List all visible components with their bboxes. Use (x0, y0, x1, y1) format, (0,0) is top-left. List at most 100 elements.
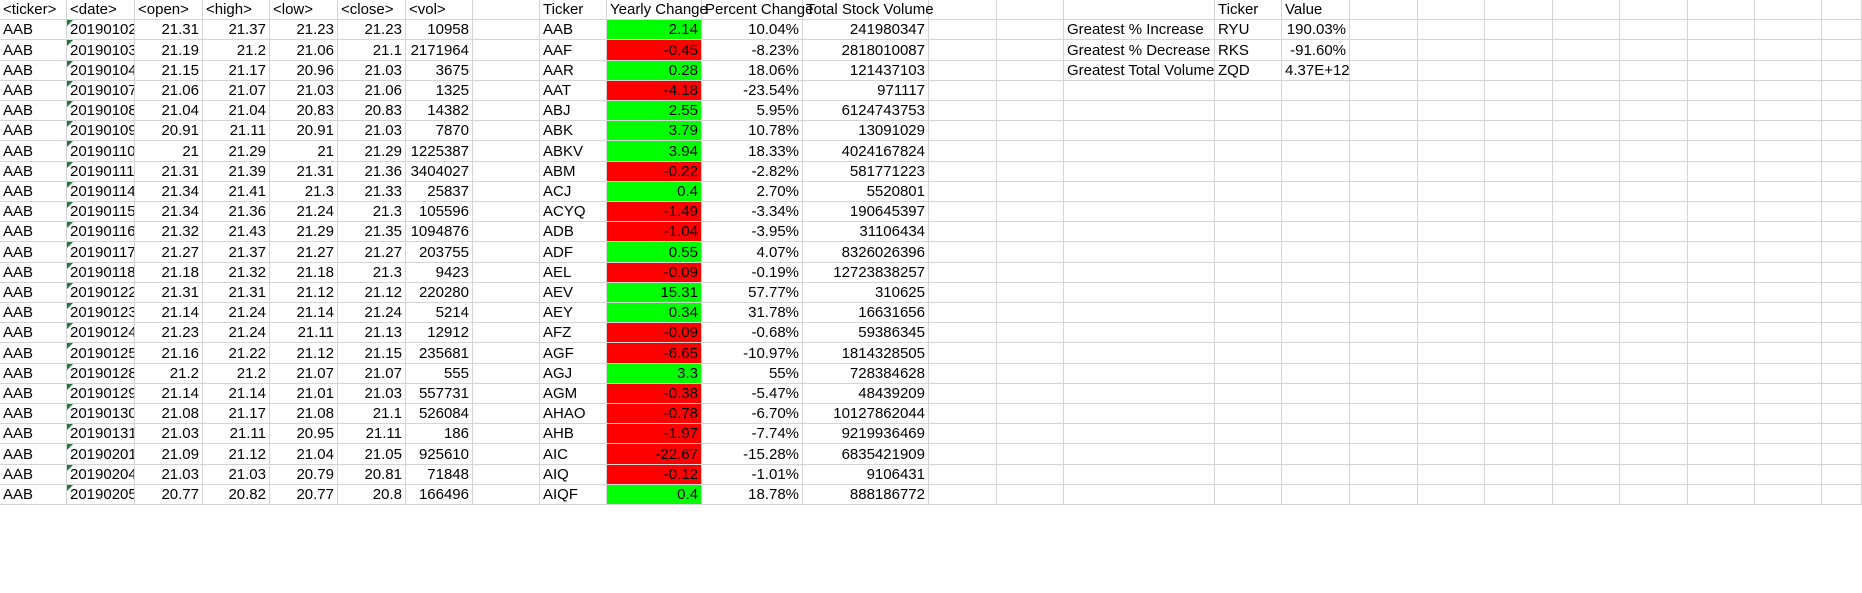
empty-cell[interactable] (1755, 323, 1822, 343)
empty-cell[interactable] (473, 404, 540, 424)
empty-cell[interactable] (1350, 182, 1418, 202)
empty-cell[interactable] (1755, 384, 1822, 404)
empty-cell[interactable] (1620, 182, 1688, 202)
summary-cell-percent-change[interactable]: -0.68% (702, 323, 803, 343)
empty-cell[interactable] (1215, 303, 1282, 323)
data-cell-open[interactable]: 21.14 (135, 303, 203, 323)
data-cell-date[interactable]: 20190125 (67, 343, 135, 364)
data-cell-date[interactable]: 20190123 (67, 303, 135, 323)
empty-cell[interactable] (997, 0, 1064, 20)
empty-cell[interactable] (997, 141, 1064, 162)
greatest-value[interactable]: 4.37E+12 (1282, 61, 1350, 81)
data-cell-close[interactable]: 21.3 (338, 263, 406, 283)
data-cell-open[interactable]: 21 (135, 141, 203, 162)
data-cell-ticker[interactable]: AAB (0, 61, 67, 81)
empty-cell[interactable] (1215, 162, 1282, 182)
summary-cell-percent-change[interactable]: -2.82% (702, 162, 803, 182)
data-cell-high[interactable]: 21.12 (203, 444, 270, 465)
empty-cell[interactable] (1822, 323, 1862, 343)
empty-cell[interactable] (1282, 222, 1350, 242)
empty-cell[interactable] (1064, 182, 1215, 202)
summary-cell-percent-change[interactable]: -5.47% (702, 384, 803, 404)
summary-cell-total-volume[interactable]: 6124743753 (803, 101, 929, 121)
data-cell-open[interactable]: 21.31 (135, 162, 203, 182)
empty-cell[interactable] (1064, 364, 1215, 384)
empty-cell[interactable] (1688, 384, 1755, 404)
empty-cell[interactable] (1755, 61, 1822, 81)
data-cell-date[interactable]: 20190114 (67, 182, 135, 202)
empty-cell[interactable] (1485, 20, 1553, 40)
summary-cell-percent-change[interactable]: 4.07% (702, 242, 803, 263)
greatest-label[interactable]: Greatest % Decrease (1064, 40, 1215, 61)
empty-cell[interactable] (929, 263, 997, 283)
data-cell-vol[interactable]: 105596 (406, 202, 473, 222)
empty-cell[interactable] (473, 424, 540, 444)
data-cell-ticker[interactable]: AAB (0, 485, 67, 505)
empty-cell[interactable] (997, 485, 1064, 505)
empty-cell[interactable] (1755, 465, 1822, 485)
summary-cell-ticker[interactable]: AAT (540, 81, 607, 101)
empty-cell[interactable] (997, 424, 1064, 444)
summary-cell-total-volume[interactable]: 121437103 (803, 61, 929, 81)
data-cell-close[interactable]: 20.81 (338, 465, 406, 485)
empty-cell[interactable] (929, 121, 997, 141)
summary-cell-ticker[interactable]: ABJ (540, 101, 607, 121)
data-cell-high[interactable]: 21.2 (203, 40, 270, 61)
empty-cell[interactable] (1755, 242, 1822, 263)
data-cell-vol[interactable]: 3404027 (406, 162, 473, 182)
empty-cell[interactable] (1064, 162, 1215, 182)
empty-cell[interactable] (1553, 81, 1620, 101)
empty-cell[interactable] (1553, 424, 1620, 444)
greatest-label[interactable]: Greatest % Increase (1064, 20, 1215, 40)
empty-cell[interactable] (1350, 283, 1418, 303)
empty-cell[interactable] (1620, 222, 1688, 242)
data-cell-high[interactable]: 21.36 (203, 202, 270, 222)
empty-cell[interactable] (1282, 141, 1350, 162)
data-cell-date[interactable]: 20190128 (67, 364, 135, 384)
summary-cell-ticker[interactable]: AFZ (540, 323, 607, 343)
empty-cell[interactable] (1350, 101, 1418, 121)
data-cell-vol[interactable]: 555 (406, 364, 473, 384)
summary-cell-yearly-change[interactable]: -0.38 (607, 384, 702, 404)
data-cell-vol[interactable]: 10958 (406, 20, 473, 40)
data-cell-close[interactable]: 21.23 (338, 20, 406, 40)
summary-cell-total-volume[interactable]: 1814328505 (803, 343, 929, 364)
empty-cell[interactable] (1620, 162, 1688, 182)
empty-cell[interactable] (1620, 242, 1688, 263)
empty-cell[interactable] (1418, 283, 1485, 303)
data-cell-close[interactable]: 21.3 (338, 202, 406, 222)
empty-cell[interactable] (1755, 263, 1822, 283)
empty-cell[interactable] (1064, 485, 1215, 505)
summary-cell-ticker[interactable]: ABM (540, 162, 607, 182)
empty-cell[interactable] (473, 384, 540, 404)
data-cell-ticker[interactable]: AAB (0, 81, 67, 101)
data-cell-high[interactable]: 21.29 (203, 141, 270, 162)
empty-cell[interactable] (1553, 101, 1620, 121)
empty-cell[interactable] (929, 303, 997, 323)
empty-cell[interactable] (1620, 343, 1688, 364)
data-cell-low[interactable]: 20.91 (270, 121, 338, 141)
summary-cell-yearly-change[interactable]: 0.34 (607, 303, 702, 323)
data-cell-close[interactable]: 21.05 (338, 444, 406, 465)
summary-cell-percent-change[interactable]: -3.95% (702, 222, 803, 242)
empty-cell[interactable] (1688, 404, 1755, 424)
summary-cell-total-volume[interactable]: 9106431 (803, 465, 929, 485)
empty-cell[interactable] (1822, 384, 1862, 404)
empty-cell[interactable] (1064, 424, 1215, 444)
empty-cell[interactable] (1215, 242, 1282, 263)
data-cell-close[interactable]: 20.8 (338, 485, 406, 505)
empty-cell[interactable] (1620, 141, 1688, 162)
empty-cell[interactable] (1064, 404, 1215, 424)
empty-cell[interactable] (1688, 323, 1755, 343)
data-cell-date[interactable]: 20190204 (67, 465, 135, 485)
greatest-value[interactable]: 190.03% (1282, 20, 1350, 40)
empty-cell[interactable] (1485, 40, 1553, 61)
empty-cell[interactable] (1553, 303, 1620, 323)
empty-cell[interactable] (997, 384, 1064, 404)
empty-cell[interactable] (1553, 222, 1620, 242)
summary-cell-yearly-change[interactable]: -0.12 (607, 465, 702, 485)
empty-cell[interactable] (1553, 182, 1620, 202)
data-cell-high[interactable]: 21.24 (203, 323, 270, 343)
empty-cell[interactable] (1553, 263, 1620, 283)
